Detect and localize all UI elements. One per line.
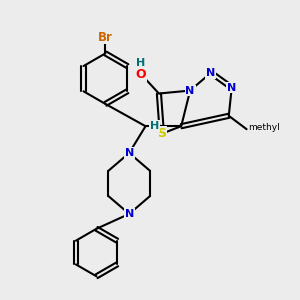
Text: N: N	[124, 148, 134, 158]
Text: N: N	[185, 85, 195, 96]
Text: H: H	[150, 121, 159, 131]
Text: N: N	[206, 68, 216, 78]
Text: methyl: methyl	[248, 123, 280, 132]
Text: H: H	[136, 58, 146, 68]
Text: N: N	[124, 209, 134, 219]
Text: Br: Br	[98, 31, 113, 44]
Text: O: O	[136, 68, 146, 81]
Text: N: N	[227, 82, 236, 93]
Text: S: S	[158, 127, 166, 140]
